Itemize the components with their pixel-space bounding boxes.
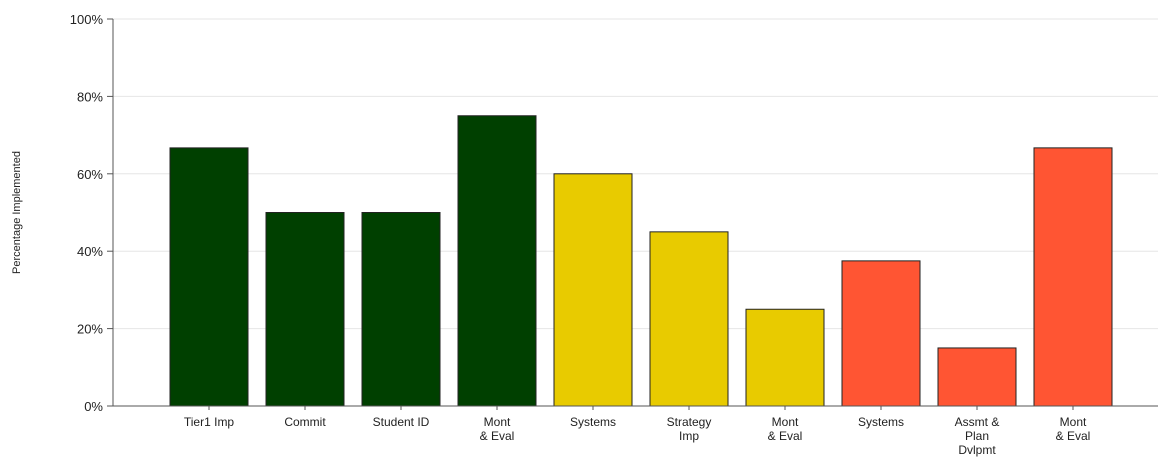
x-category-label-line: Commit <box>284 415 326 429</box>
axes <box>112 19 1158 407</box>
x-category-label: Systems <box>858 415 904 429</box>
x-category-label-line: Imp <box>679 429 699 443</box>
x-category-label: Strategy Imp <box>667 415 712 443</box>
bar <box>457 115 537 407</box>
bar <box>265 212 345 407</box>
bar <box>361 212 441 407</box>
bar <box>745 308 825 407</box>
x-category-label-line: Strategy <box>667 415 712 429</box>
y-axis-title: Percentage Implemented <box>11 151 23 274</box>
y-tick-label: 40% <box>77 244 103 259</box>
x-category-label-line: & Eval <box>1056 429 1091 443</box>
x-category-label: Tier1 Imp <box>184 415 235 429</box>
x-category-label-line: Mont <box>772 415 799 429</box>
x-category-label-line: Tier1 Imp <box>184 415 235 429</box>
x-category-label-line: Mont <box>1060 415 1087 429</box>
x-category-label: Mont & Eval <box>768 415 803 443</box>
bar <box>649 231 729 407</box>
x-category-label-line: & Eval <box>480 429 515 443</box>
x-category-label: Mont & Eval <box>480 415 515 443</box>
x-category-label-line: Student ID <box>373 415 430 429</box>
x-category-label-line: & Eval <box>768 429 803 443</box>
y-tick-label: 20% <box>77 322 103 337</box>
bar <box>553 173 633 407</box>
y-ticks: 0% 20% 40% 60% 80% 100% <box>70 12 113 414</box>
bar <box>841 260 921 407</box>
x-category-label-line: Assmt & <box>955 415 1000 429</box>
bars <box>169 115 1113 407</box>
bar <box>1033 147 1113 407</box>
x-category-label-line: Systems <box>570 415 616 429</box>
y-tick-label: 80% <box>77 89 103 104</box>
x-category-labels: Tier1 Imp Commit Student ID Mont & EvalSyste… <box>184 406 1090 457</box>
x-category-label-line: Systems <box>858 415 904 429</box>
x-category-label: Assmt & Plan Dvlpmt <box>955 415 1000 457</box>
x-category-label: Commit <box>284 415 326 429</box>
y-tick-label: 60% <box>77 167 103 182</box>
x-category-label-line: Mont <box>484 415 511 429</box>
x-category-label: Mont & Eval <box>1056 415 1091 443</box>
x-category-label: Systems <box>570 415 616 429</box>
y-tick-label: 0% <box>84 399 103 414</box>
y-tick-label: 100% <box>70 12 104 27</box>
x-category-label-line: Dvlpmt <box>958 443 996 457</box>
bar <box>169 147 249 407</box>
bar <box>937 347 1017 407</box>
x-category-label-line: Plan <box>965 429 989 443</box>
x-category-label: Student ID <box>373 415 430 429</box>
